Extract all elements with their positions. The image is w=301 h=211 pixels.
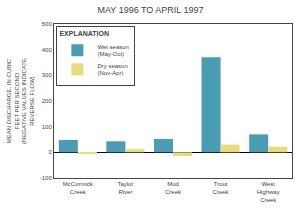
svg-text:MudCreek: MudCreek	[165, 181, 182, 195]
svg-text:0: 0	[48, 149, 52, 155]
svg-text:WestHighwayCreek: WestHighwayCreek	[257, 181, 280, 203]
svg-text:Dry season(Nov-Apr): Dry season(Nov-Apr)	[97, 63, 127, 77]
svg-text:100: 100	[42, 124, 53, 130]
svg-text:200: 200	[42, 98, 53, 104]
svg-text:TroutCreek: TroutCreek	[213, 181, 230, 195]
svg-text:EXPLANATION: EXPLANATION	[59, 30, 109, 37]
svg-text:MEAN DISCHARGE, IN CUBICFEET P: MEAN DISCHARGE, IN CUBICFEET PER SECOND(…	[6, 58, 35, 144]
svg-text:500: 500	[42, 21, 53, 27]
svg-text:-100: -100	[40, 175, 53, 181]
svg-text:300: 300	[42, 72, 53, 78]
svg-text:MAY 1996 TO APRIL 1997: MAY 1996 TO APRIL 1997	[97, 5, 203, 15]
svg-text:Wet season(May-Oct): Wet season(May-Oct)	[97, 44, 129, 58]
svg-text:McCormickCreek: McCormickCreek	[63, 181, 94, 195]
svg-text:400: 400	[42, 47, 53, 53]
svg-text:TaylorRiver: TaylorRiver	[117, 181, 133, 195]
